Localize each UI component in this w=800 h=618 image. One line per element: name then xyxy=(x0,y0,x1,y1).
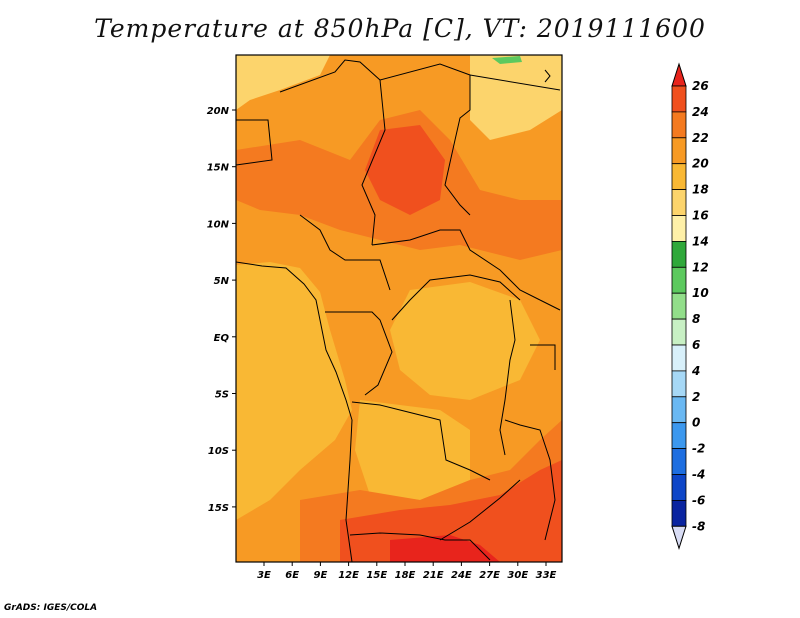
colorbar-label: 26 xyxy=(692,79,709,93)
field-16-18-northeast xyxy=(470,55,562,140)
border-line xyxy=(499,299,516,456)
lat-label: EQ xyxy=(214,333,230,344)
border-line xyxy=(469,74,561,91)
colorbar-label: -6 xyxy=(692,493,705,507)
border-line xyxy=(349,532,491,561)
field-24-26-sahel xyxy=(365,125,445,215)
lon-label: 12E xyxy=(338,570,359,581)
field-24-26-south xyxy=(340,460,562,562)
country-borders xyxy=(236,59,561,562)
lat-label: 5N xyxy=(214,276,230,287)
field-above-26-south xyxy=(390,535,500,562)
colorbar-swatch xyxy=(671,215,687,242)
colorbar-swatch xyxy=(671,292,687,320)
lon-label: 24E xyxy=(451,570,472,581)
colorbar-swatch xyxy=(671,163,687,190)
colorbar-label: 16 xyxy=(692,209,709,223)
colorbar-label: 20 xyxy=(692,157,709,171)
border-line xyxy=(351,401,491,481)
lon-label: 3E xyxy=(257,570,271,581)
field-18-20-west xyxy=(236,262,352,520)
colorbar-label: 0 xyxy=(692,416,700,430)
colorbar-label: -4 xyxy=(692,468,705,482)
lon-label: 21E xyxy=(423,570,444,581)
colorbar-extend-bottom xyxy=(671,525,687,550)
lat-label: 5S xyxy=(215,390,229,401)
colorbar-swatch xyxy=(671,111,687,139)
colorbar-label: 24 xyxy=(692,105,709,119)
border-line xyxy=(371,229,541,301)
colorbar-label: -2 xyxy=(692,442,705,456)
lon-label: 15E xyxy=(366,570,387,581)
lat-label: 15N xyxy=(207,163,230,174)
grads-credit: GrADS: IGES/COLA xyxy=(4,603,98,613)
border-line xyxy=(391,274,521,321)
colorbar-swatch xyxy=(671,240,687,268)
latitude-axis: 20N 15N 10N 5N EQ 5S 10S 15S xyxy=(207,106,236,514)
colorbar-label: 18 xyxy=(692,183,709,197)
colorbar-swatch xyxy=(671,189,687,216)
colorbar-swatch xyxy=(671,396,687,424)
colorbar-label: 22 xyxy=(692,131,709,145)
colorbar-swatch xyxy=(671,499,687,527)
border-line xyxy=(544,69,551,83)
border-line xyxy=(539,299,561,311)
field-18-20-congo xyxy=(390,282,540,400)
coastline xyxy=(236,261,353,562)
lon-label: 6E xyxy=(285,570,299,581)
map-frame xyxy=(235,54,563,563)
lon-label: 27E xyxy=(479,570,500,581)
lon-label: 33E xyxy=(536,570,557,581)
lon-label: 9E xyxy=(314,570,328,581)
colorbar-label: 8 xyxy=(692,312,700,326)
colorbar-swatch xyxy=(671,137,687,165)
colorbar-label: 6 xyxy=(692,338,700,352)
colorbar-label: 10 xyxy=(692,286,709,300)
lat-label: 20N xyxy=(207,106,230,117)
lon-label: 18E xyxy=(395,570,416,581)
colorbar-swatch xyxy=(671,370,687,398)
colorbar-swatch xyxy=(671,474,687,501)
border-line xyxy=(299,214,391,291)
colorbar-swatch xyxy=(671,448,687,475)
border-line xyxy=(439,479,521,541)
temperature-field xyxy=(236,55,562,562)
lat-label: 10N xyxy=(207,219,230,230)
colorbar-swatch xyxy=(671,344,687,372)
field-16-18-north xyxy=(236,55,330,110)
lon-label: 30E xyxy=(507,570,528,581)
colorbar-label: 2 xyxy=(692,390,700,404)
border-line xyxy=(379,63,471,216)
border-line xyxy=(504,419,556,541)
lat-label: 10S xyxy=(208,446,229,457)
colorbar-extend-top xyxy=(671,62,687,87)
border-line xyxy=(530,344,556,370)
border-line xyxy=(236,119,273,166)
longitude-axis: 3E 6E 9E 12E 15E 18E 21E 24E 27E 30E 33E xyxy=(257,562,557,581)
map-title: Temperature at 850hPa [C], VT: 201911160… xyxy=(94,14,706,43)
field-12-14-patch xyxy=(492,56,522,64)
colorbar-label: 12 xyxy=(692,260,709,274)
colorbar-swatch xyxy=(671,85,687,113)
border-line xyxy=(325,311,393,396)
colorbar-label: 14 xyxy=(692,234,709,248)
colorbar-swatch xyxy=(671,318,687,346)
colorbar-swatch xyxy=(671,422,687,450)
colorbar-label: 4 xyxy=(691,364,700,378)
lat-label: 15S xyxy=(208,503,229,514)
colorbar-swatch xyxy=(671,266,687,294)
colorbar-label: -8 xyxy=(692,519,705,533)
